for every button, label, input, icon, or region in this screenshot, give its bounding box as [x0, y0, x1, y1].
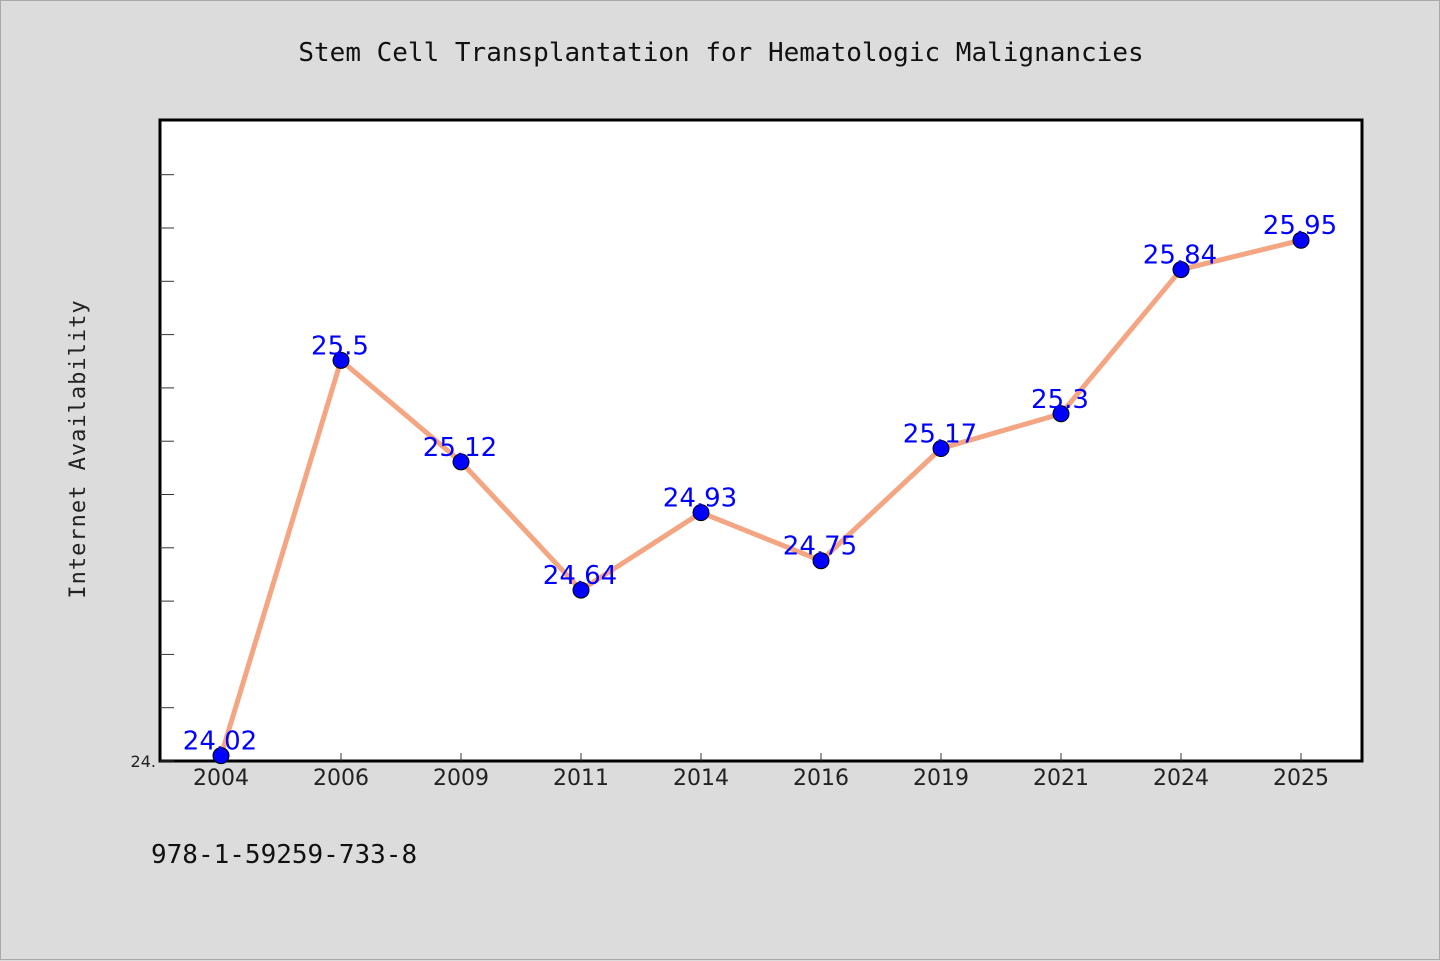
data-point-marker	[572, 581, 590, 599]
x-tick-label: 2025	[1273, 766, 1329, 791]
data-value-label: 25.84	[1143, 241, 1217, 271]
data-value-label: 25.95	[1263, 211, 1337, 241]
data-value-label: 24.64	[543, 561, 617, 591]
x-tick-label: 2014	[673, 766, 729, 791]
data-point-marker	[332, 351, 350, 369]
data-value-label: 25.3	[1031, 385, 1089, 415]
data-value-label: 25.17	[903, 420, 977, 450]
y-axis-ticks: 24.	[131, 174, 174, 771]
data-value-label: 24.75	[783, 532, 857, 562]
isbn-text: 978-1-59259-733-8	[151, 840, 417, 870]
chart-title: Stem Cell Transplantation for Hematologi…	[298, 38, 1143, 68]
x-tick-label: 2004	[193, 766, 249, 791]
data-point-marker	[212, 747, 230, 765]
x-tick-label: 2009	[433, 766, 489, 791]
plot-area	[158, 118, 1364, 763]
x-axis-ticks: 2004 2006 2009 2011 2014 2016 2019 2021 2024 2025	[193, 753, 1329, 791]
data-point-marker	[932, 440, 950, 458]
x-tick-label: 2016	[793, 766, 849, 791]
data-value-label: 25.12	[423, 433, 497, 463]
data-value-label: 24.93	[663, 484, 737, 514]
x-tick-label: 2021	[1033, 766, 1089, 791]
series-line-group	[218, 237, 1304, 759]
data-point-marker	[452, 453, 470, 471]
x-tick-label: 2011	[553, 766, 609, 791]
y-axis-label: Internet Availability	[66, 299, 91, 598]
x-tick-label: 2019	[913, 766, 969, 791]
markers-group	[212, 231, 1310, 765]
x-tick-label: 2024	[1153, 766, 1209, 791]
data-value-label: 24.02	[183, 727, 257, 757]
data-point-marker	[812, 552, 830, 570]
y-tick-label: 24.	[131, 752, 156, 771]
data-point-marker	[1292, 231, 1310, 249]
series-line	[218, 237, 1304, 759]
x-tick-label: 2006	[313, 766, 369, 791]
data-point-marker	[1172, 261, 1190, 279]
data-labels-group: 24.02 25.5 25.12 24.64 24.93 24.75 25.17 25.3 25…	[183, 211, 1337, 756]
data-point-marker	[1052, 405, 1070, 423]
data-point-marker	[692, 504, 710, 522]
data-value-label: 25.5	[311, 331, 369, 361]
